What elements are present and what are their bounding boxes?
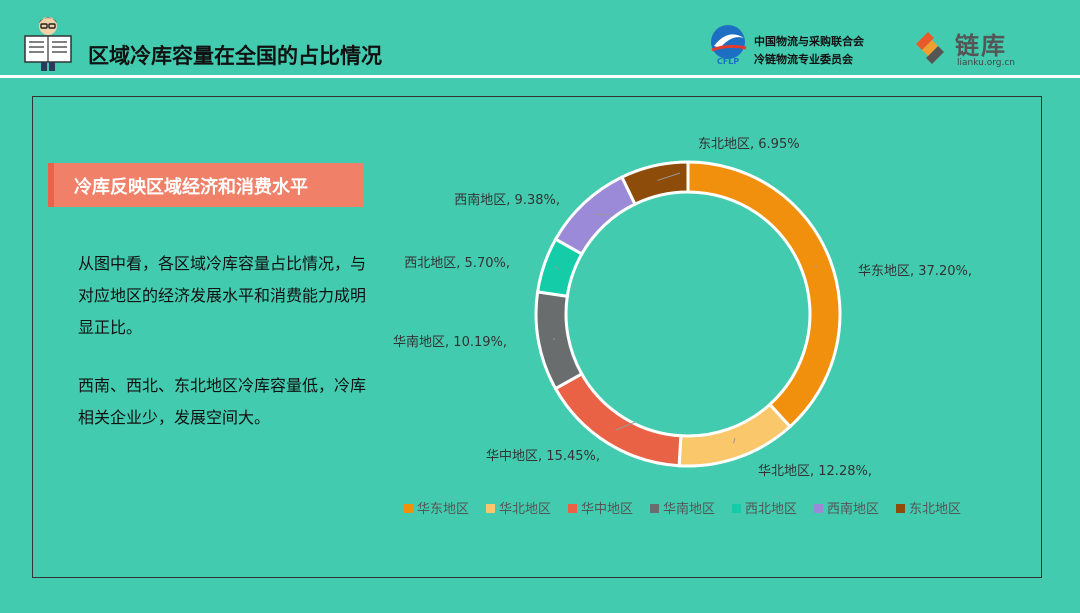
legend-swatch-4 [650, 504, 659, 513]
leader-line-5 [554, 265, 559, 270]
legend-swatch-6 [814, 504, 823, 513]
leader-line-6 [594, 213, 613, 216]
data-label-6: 西南地区, 9.38%, [454, 192, 560, 208]
legend-swatch-3 [568, 504, 577, 513]
donut-slice-1 [686, 160, 842, 429]
legend-item-5: 西北地区 [732, 502, 797, 517]
lianku-logo-icon [916, 32, 944, 64]
content-panel [32, 96, 1042, 578]
donut-slice-4 [534, 290, 584, 391]
page-title: 区域冷库容量在全国的占比情况 [88, 44, 382, 68]
legend-swatch-2 [486, 504, 495, 513]
donut-slice-7 [619, 160, 690, 207]
donut-chart: 华东地区, 37.20%, 华北地区, 12.28%, 华中地区, 15.45%, 华… [393, 137, 972, 517]
cflp-org-line1: 中国物流与采购联合会 [754, 35, 864, 48]
header-bar: 区域冷库容量在全国的占比情况 CFLP 中国物流与采购联合会 冷链物流专业委员会… [0, 0, 1080, 75]
legend-label-4: 华南地区 [663, 501, 715, 517]
legend-item-7: 东北地区 [896, 502, 961, 517]
cflp-abbr: CFLP [717, 57, 739, 66]
data-label-5: 西北地区, 5.70%, [404, 256, 510, 271]
donut-slice-2 [677, 402, 793, 468]
legend-swatch-5 [732, 504, 741, 513]
legend-item-1: 华东地区 [404, 502, 469, 517]
legend-swatch-7 [896, 504, 905, 513]
legend-label-6: 西南地区 [827, 501, 879, 517]
cflp-logo-icon: CFLP [711, 25, 747, 66]
data-label-1: 华东地区, 37.20%, [858, 264, 972, 279]
brand-url: lianku.org.cn [957, 58, 1015, 68]
paragraph-2: 西南、西北、东北地区冷库容量低，冷库相关企业少，发展空间大。 [78, 376, 367, 427]
cflp-org-line2: 冷链物流专业委员会 [754, 53, 853, 66]
section-tag: 冷库反映区域经济和消费水平 [48, 163, 363, 207]
data-label-2: 华北地区, 12.28%, [758, 464, 872, 479]
brand-name: 链库 [955, 32, 1007, 60]
newspaper-reader-icon [24, 17, 72, 71]
legend-item-6: 西南地区 [814, 501, 879, 517]
section-tag-accent [48, 163, 54, 207]
header-divider [0, 75, 1080, 78]
legend-label-7: 东北地区 [909, 502, 961, 517]
legend-label-2: 华北地区 [499, 502, 551, 517]
data-label-4: 华南地区, 10.19%, [393, 334, 507, 350]
legend-label-5: 西北地区 [745, 502, 797, 517]
donut-slice-6 [553, 175, 637, 256]
legend-swatch-1 [404, 504, 413, 513]
leader-line-2 [733, 437, 736, 444]
data-label-7: 东北地区, 6.95% [698, 137, 800, 152]
data-label-3: 华中地区, 15.45%, [486, 449, 600, 464]
legend-item-2: 华北地区 [486, 502, 551, 517]
legend-label-3: 华中地区 [581, 502, 633, 517]
legend-item-3: 华中地区 [568, 502, 633, 517]
cflp-org-name: 中国物流与采购联合会 冷链物流专业委员会 [754, 33, 864, 69]
paragraph-1: 从图中看，各区域冷库容量占比情况，与对应地区的经济发展水平和消费能力成明显正比。 [78, 254, 367, 337]
legend-label-1: 华东地区 [417, 502, 469, 517]
leader-line-7 [657, 172, 681, 181]
leader-line-3 [615, 421, 636, 431]
legend-item-4: 华南地区 [650, 501, 715, 517]
section-tag-text: 冷库反映区域经济和消费水平 [74, 177, 308, 198]
